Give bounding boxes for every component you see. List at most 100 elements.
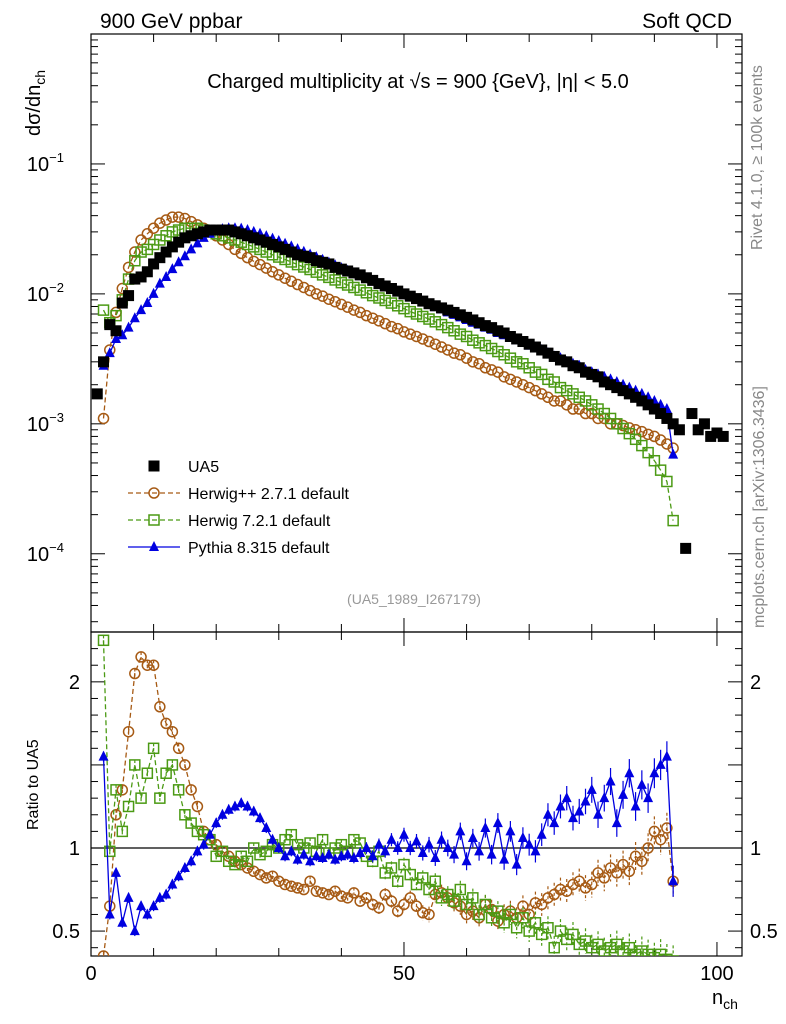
ratio-series-1-point <box>668 956 678 966</box>
ratio-series-2-point <box>593 809 603 819</box>
y-axis-label-main: dσ/dn <box>23 85 45 136</box>
chart-figure: 900 GeV ppbar Soft QCD 0 50 10010−110−210−… <box>0 0 786 1024</box>
series-3-line <box>104 228 674 454</box>
ratio-series-2-point <box>487 849 497 859</box>
series-0-point <box>699 418 710 429</box>
ratio-series-2-point <box>512 859 522 869</box>
ratio-series-2-point <box>386 834 396 844</box>
series-1-point <box>330 297 340 307</box>
ratio-series-2-point <box>474 845 484 855</box>
x-axis-label-main: n <box>712 987 723 1009</box>
series-2-point <box>668 516 678 526</box>
ratio-series-2-point <box>374 839 384 849</box>
series-2-point <box>412 309 422 319</box>
series-2-point <box>368 291 378 301</box>
ratio-series-2-point <box>637 779 647 789</box>
series-2-point <box>418 311 428 321</box>
series-0-point <box>111 325 122 336</box>
ratio-y-axis-label: Ratio to UA5 <box>25 739 42 830</box>
chart-title: Charged multiplicity at √s = 900 {GeV}, … <box>207 71 629 93</box>
ratio-series-2-point <box>562 792 572 802</box>
ratio-series-2-point <box>543 809 553 819</box>
series-1-point <box>512 377 522 387</box>
ratio-series-2-point <box>455 825 465 835</box>
legend-marker <box>149 461 160 472</box>
series-1-point <box>374 316 384 326</box>
ratio-series-2-point <box>480 822 490 832</box>
ratio-series-2-point <box>437 834 447 844</box>
header-right: Soft QCD <box>642 10 732 33</box>
ratio-series-2-point <box>505 825 515 835</box>
series-2-point <box>336 278 346 288</box>
x-axis-label: nch <box>712 987 738 1012</box>
series-1-point <box>343 302 353 312</box>
ratio-tick-label-right: 0.5 <box>750 921 778 943</box>
ratio-tick-label: 1 <box>69 838 80 860</box>
analysis-id: (UA5_1989_I267179) <box>347 591 481 607</box>
series-2-point <box>324 272 334 282</box>
ratio-tick-label-right: 1 <box>750 838 761 860</box>
x-axis-label-sub: ch <box>723 996 738 1012</box>
series-2-point <box>405 307 415 317</box>
ratio-series-2-point <box>499 854 509 864</box>
ratio-series-2-point <box>136 900 146 910</box>
ratio-series-2-point <box>587 784 597 794</box>
series-1-point <box>380 319 390 329</box>
ratio-series-0-line <box>104 657 674 956</box>
series-2-point <box>449 326 459 336</box>
ratio-series-2-point <box>493 817 503 827</box>
series-2-point <box>455 329 465 339</box>
ratio-series-2-point <box>518 832 528 842</box>
y-axis-label-sub: ch <box>32 70 48 85</box>
mcplots-label: mcplots.cern.ch [arXiv:1306.3436] <box>751 386 768 628</box>
ratio-series-2-point <box>599 792 609 802</box>
ratio-series-2-point <box>468 832 478 842</box>
ratio-plot-area <box>99 635 679 976</box>
series-1-point <box>299 282 309 292</box>
series-2-point <box>568 389 578 399</box>
legend-label: UA5 <box>188 459 219 476</box>
ratio-tick-label: 2 <box>69 672 80 694</box>
y-axis-label: dσ/dnch <box>23 70 48 136</box>
header-left: 900 GeV ppbar <box>100 10 242 33</box>
ratio-series-2-point <box>612 817 622 827</box>
series-1-point <box>336 299 346 309</box>
series-1-point <box>136 235 146 245</box>
series-1-point <box>161 215 171 225</box>
x-tick-label: 50 <box>393 963 415 985</box>
ratio-series-2-point <box>268 834 278 844</box>
y-tick-label: 10−3 <box>27 410 64 436</box>
series-0-point <box>674 424 685 435</box>
ratio-series-2-point <box>117 917 127 927</box>
series-2-point <box>374 293 384 303</box>
y-tick-label: 10−1 <box>27 150 64 176</box>
ratio-series-2-point <box>624 767 634 777</box>
ratio-tick-label: 0.5 <box>52 921 80 943</box>
legend-label: Herwig 7.2.1 default <box>188 513 331 530</box>
ratio-series-2-point <box>424 839 434 849</box>
ratio-series-2-point <box>361 842 371 852</box>
ratio-series-2-point <box>662 751 672 761</box>
series-2-point <box>574 392 584 402</box>
x-tick-label: 0 <box>85 963 96 985</box>
series-0-point <box>92 388 103 399</box>
series-0-point <box>686 408 697 419</box>
ratio-series-2-point <box>618 789 628 799</box>
series-2-point <box>505 353 515 363</box>
series-2-point <box>330 275 340 285</box>
rivet-label: Rivet 4.1.0, ≥ 100k events <box>749 65 766 250</box>
legend-label: Pythia 8.315 default <box>188 540 330 557</box>
series-3-point <box>105 347 115 357</box>
ratio-series-2-point <box>631 800 641 810</box>
series-2-point <box>462 331 472 341</box>
ratio-tick-label-right: 2 <box>750 672 761 694</box>
series-0-point <box>98 356 109 367</box>
ratio-series-2-point <box>124 892 134 902</box>
series-3-point <box>668 449 678 459</box>
ratio-series-2-point <box>537 829 547 839</box>
series-1-point <box>418 334 428 344</box>
y-tick-label: 10−2 <box>27 280 64 306</box>
series-0-point <box>718 431 729 442</box>
series-1-point <box>518 380 528 390</box>
ratio-series-2-point <box>581 795 591 805</box>
